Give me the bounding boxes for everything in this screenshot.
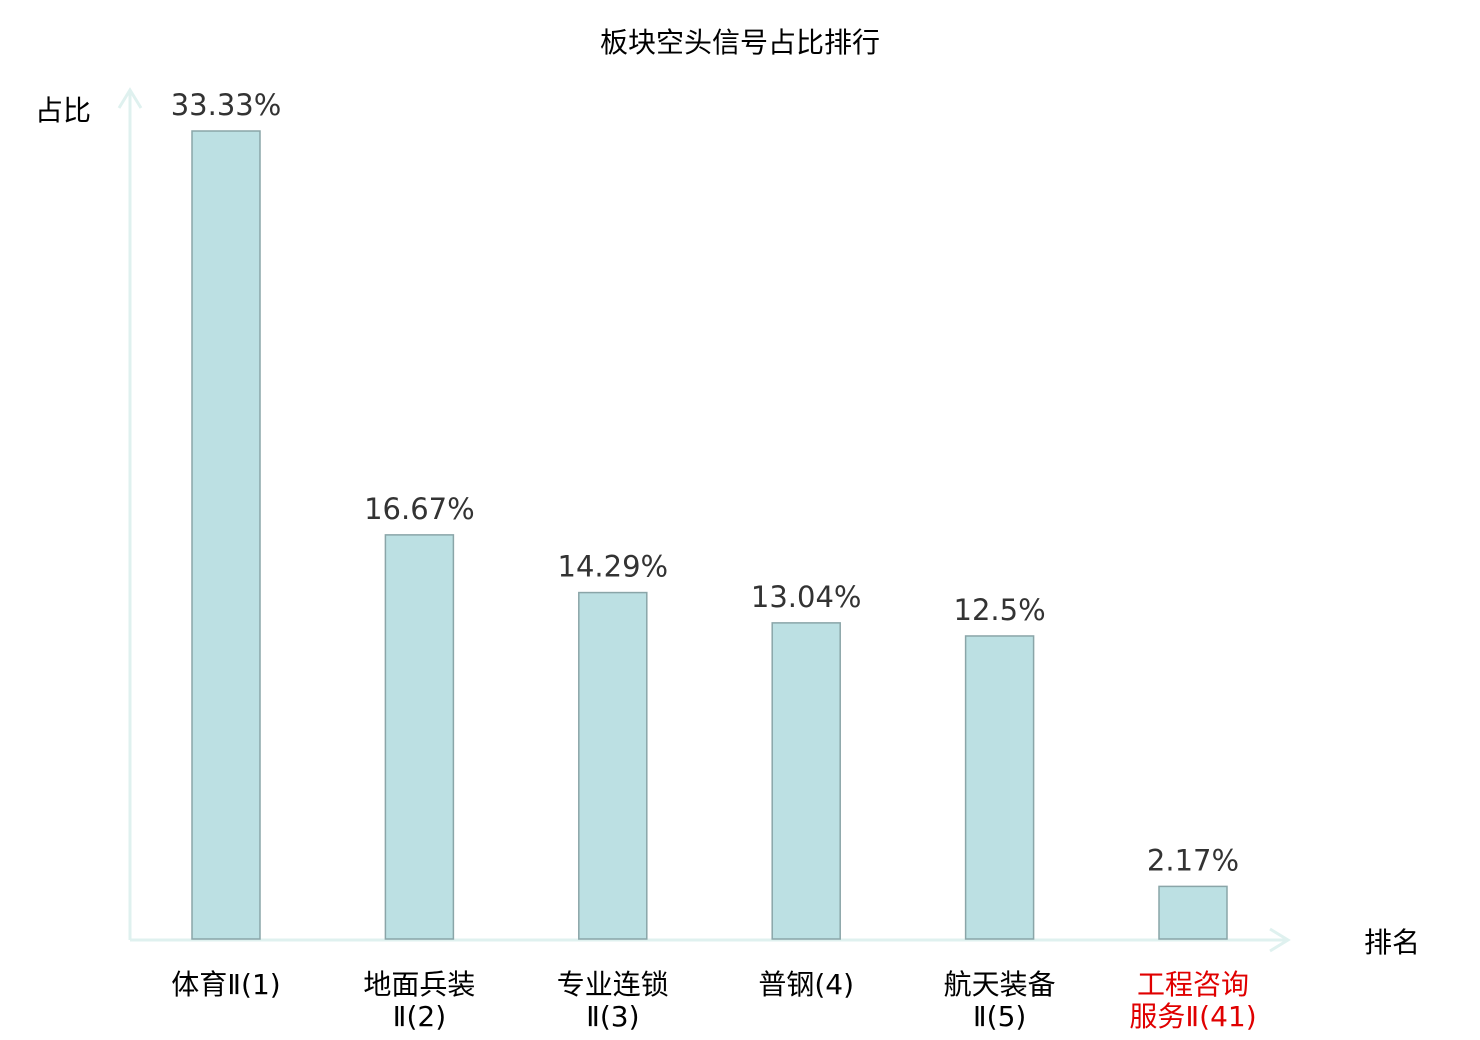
category-label: 工程咨询 [1137,968,1249,1001]
value-label: 16.67% [364,492,475,526]
x-axis [130,927,1291,953]
category-label: 航天装备 [944,968,1056,1001]
category-label: Ⅱ(3) [586,1000,639,1033]
category-label: 服务Ⅱ(41) [1129,1000,1256,1033]
category-label: 地面兵装 [363,968,475,1001]
bar [964,635,1035,940]
value-label: 2.17% [1147,843,1239,877]
bar [771,622,841,940]
category-label: 普钢(4) [758,968,854,1001]
category-label: 体育Ⅱ(1) [171,968,280,1001]
y-axis [117,87,143,940]
value-label: 13.04% [751,580,862,614]
value-label: 14.29% [558,550,669,584]
bar [1158,885,1228,940]
y-axis-label: 占比 [35,94,91,127]
category-label: Ⅱ(2) [393,1000,446,1033]
value-label: 33.33% [171,88,282,122]
value-label: 12.5% [954,593,1046,627]
bar [191,130,261,940]
bar [384,534,455,940]
category-label: Ⅱ(5) [973,1000,1026,1033]
bar [578,591,648,940]
category-label: 专业连锁 [557,968,669,1001]
x-axis-label: 排名 [1364,926,1420,959]
chart-title: 板块空头信号占比排行 [600,26,880,59]
